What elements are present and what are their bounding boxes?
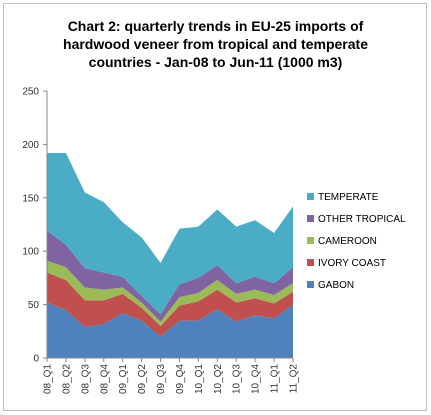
x-tick-label: 10_Q2 — [213, 364, 224, 394]
legend-label-cameroon: CAMEROON — [318, 236, 377, 247]
x-tick-label: 08_Q2 — [61, 364, 72, 394]
x-tick-label: 08_Q4 — [99, 364, 110, 394]
legend-label-ivory-coast: IVORY COAST — [318, 258, 386, 269]
x-tick-label: 09_Q4 — [175, 364, 186, 394]
legend-swatch-cameroon — [307, 237, 314, 244]
y-tick-label: 100 — [22, 247, 39, 258]
chart-title-line-1: Chart 2: quarterly trends in EU-25 impor… — [67, 18, 364, 34]
y-tick-label: 0 — [33, 354, 39, 365]
series-area-gabon — [47, 302, 293, 358]
chart-title-line-2: hardwood veneer from tropical and temper… — [63, 36, 368, 52]
legend-label-other-tropical: OTHER TROPICAL — [318, 214, 406, 225]
legend-label-temperate: TEMPERATE — [318, 192, 379, 203]
x-tick-label: 08_Q1 — [43, 364, 54, 394]
plot-area — [47, 152, 293, 358]
legend-swatch-temperate — [307, 193, 314, 200]
axes: 0 50 100 150 200 250 08_Q1 08_Q2 08_Q3 08_Q4 09_Q1… — [22, 87, 299, 395]
x-tick-label: 11_Q1 — [270, 364, 281, 394]
x-tick-label: 09_Q3 — [156, 364, 167, 394]
legend-swatch-other-tropical — [307, 215, 314, 222]
x-tick-label: 08_Q3 — [80, 364, 91, 394]
legend-swatch-gabon — [307, 281, 314, 288]
legend-label-gabon: GABON — [318, 280, 354, 291]
x-tick-label: 10_Q3 — [232, 364, 243, 394]
x-tick-label: 11_Q2 — [289, 364, 300, 394]
chart-title-line-3: countries - Jan-08 to Jun-11 (1000 m3) — [88, 54, 343, 70]
series-area-ivory-coast — [47, 272, 293, 337]
series-area-temperate — [47, 152, 293, 315]
y-tick-label: 50 — [28, 300, 40, 311]
x-tick-label: 10_Q1 — [194, 364, 205, 394]
x-tick-label: 09_Q2 — [137, 364, 148, 394]
y-tick-label: 150 — [22, 193, 39, 204]
legend: TEMPERATE OTHER TROPICAL CAMEROON IVORY COA… — [307, 192, 406, 291]
y-tick-label: 200 — [22, 140, 39, 151]
series-area-other-tropical — [47, 230, 293, 322]
x-tick-label: 10_Q4 — [251, 364, 262, 394]
series-area-cameroon — [47, 260, 293, 326]
x-tick-label: 09_Q1 — [118, 364, 129, 394]
y-tick-label: 250 — [22, 87, 39, 98]
chart-title: Chart 2: quarterly trends in EU-25 impor… — [0, 17, 431, 71]
legend-swatch-ivory-coast — [307, 259, 314, 266]
